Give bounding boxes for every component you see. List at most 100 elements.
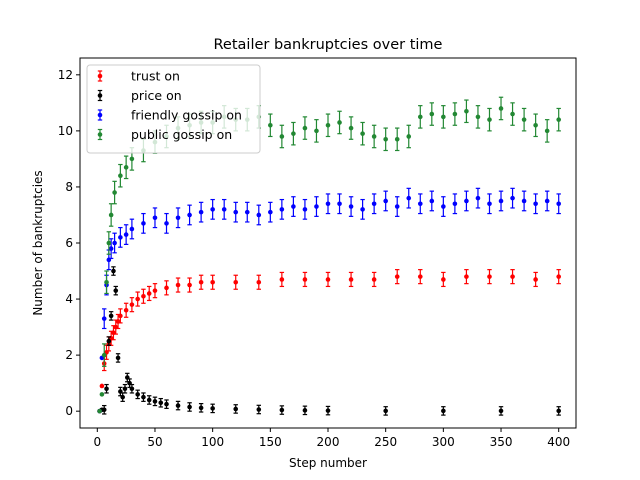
x-tick-label: 300	[432, 435, 455, 449]
data-point	[101, 407, 107, 413]
data-point	[383, 198, 388, 204]
data-point	[464, 274, 469, 279]
data-point	[210, 406, 215, 411]
data-point	[101, 316, 107, 321]
data-point	[256, 279, 262, 285]
data-point	[268, 122, 273, 128]
data-point	[406, 195, 412, 201]
data-point	[256, 212, 262, 218]
data-point	[291, 131, 296, 136]
data-point	[556, 274, 561, 279]
data-point	[371, 277, 377, 282]
data-point	[510, 195, 515, 201]
y-tick-label: 2	[65, 348, 73, 362]
data-point	[104, 279, 109, 285]
y-tick-label: 8	[65, 180, 73, 194]
y-tick-label: 12	[58, 68, 73, 82]
data-point	[99, 383, 105, 389]
data-point	[360, 131, 365, 136]
data-point	[129, 226, 135, 232]
data-point	[164, 221, 169, 226]
data-point	[452, 111, 458, 117]
data-point	[302, 408, 308, 413]
data-point	[498, 408, 504, 414]
y-tick-label: 4	[65, 292, 73, 306]
data-point	[314, 128, 319, 134]
x-tick-label: 100	[201, 435, 224, 449]
data-point	[348, 125, 354, 131]
data-point	[118, 173, 123, 179]
x-tick-label: 50	[147, 435, 162, 449]
data-point	[113, 288, 119, 293]
data-point	[233, 209, 239, 215]
y-tick-label: 10	[58, 124, 73, 138]
data-point	[394, 136, 400, 142]
data-point	[152, 399, 158, 404]
data-point	[348, 277, 354, 282]
series-1	[97, 266, 561, 416]
data-point	[279, 277, 285, 282]
data-point	[233, 406, 239, 412]
data-point	[101, 352, 107, 358]
data-point	[158, 400, 164, 406]
data-point	[187, 282, 192, 288]
data-point	[475, 114, 481, 120]
data-point	[452, 201, 458, 207]
data-point	[302, 277, 308, 282]
data-point	[198, 209, 204, 215]
y-tick-label: 0	[65, 404, 73, 418]
data-point	[544, 198, 550, 204]
data-point	[106, 240, 112, 246]
data-point	[152, 215, 158, 221]
data-point	[175, 215, 181, 221]
data-point	[533, 277, 538, 282]
data-point	[279, 134, 285, 139]
data-point	[122, 386, 128, 392]
data-point	[544, 128, 550, 134]
legend: trust on price on friendly gossip on public…	[86, 64, 261, 154]
data-point	[417, 274, 423, 279]
data-point	[141, 293, 146, 299]
x-tick-label: 200	[317, 435, 340, 449]
y-tick-label: 6	[65, 236, 73, 250]
legend-box	[86, 64, 261, 154]
data-point	[141, 221, 146, 226]
data-point	[429, 111, 435, 117]
data-point	[118, 235, 123, 240]
data-point	[533, 122, 538, 128]
data-point	[521, 117, 527, 122]
data-point	[115, 355, 121, 361]
data-point	[521, 198, 527, 204]
data-point	[371, 134, 377, 139]
data-point	[510, 274, 515, 279]
data-point	[244, 209, 250, 215]
x-tick-label: 250	[374, 435, 397, 449]
data-point	[441, 277, 446, 282]
data-point	[129, 156, 135, 162]
data-point	[233, 279, 239, 285]
x-tick-label: 150	[259, 435, 282, 449]
data-point	[337, 120, 342, 125]
data-point	[498, 106, 504, 111]
data-point	[99, 392, 105, 397]
data-point	[164, 401, 169, 407]
data-point	[268, 209, 273, 215]
data-point	[302, 125, 308, 131]
data-point	[441, 408, 446, 414]
data-point	[487, 274, 492, 279]
data-point	[108, 246, 114, 251]
data-point	[210, 279, 215, 285]
data-point	[475, 195, 481, 201]
legend-label: price on	[131, 88, 182, 103]
y-axis-label: Number of bankruptcies	[31, 170, 45, 315]
x-tick-label: 400	[547, 435, 570, 449]
data-point	[556, 117, 561, 122]
data-point	[175, 282, 181, 288]
data-point	[429, 198, 435, 204]
data-point	[383, 136, 388, 142]
data-point	[120, 394, 125, 400]
data-point	[360, 207, 365, 212]
data-point	[256, 407, 262, 412]
data-point	[383, 408, 388, 414]
